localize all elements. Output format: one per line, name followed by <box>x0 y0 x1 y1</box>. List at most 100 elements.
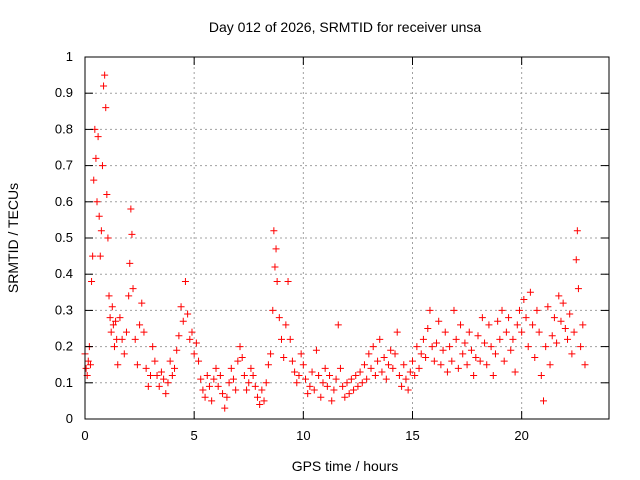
data-point <box>120 350 128 358</box>
data-point <box>323 382 331 390</box>
data-point <box>526 288 534 296</box>
x-tick-labels: 0 5 10 15 20 <box>81 428 529 443</box>
data-point <box>166 357 174 365</box>
data-point <box>461 339 469 347</box>
data-point <box>299 361 307 369</box>
data-point <box>437 361 445 369</box>
data-point <box>160 375 168 383</box>
data-point <box>507 346 515 354</box>
data-point <box>428 343 436 351</box>
data-point <box>347 375 355 383</box>
data-point <box>118 335 126 343</box>
data-point <box>515 306 523 314</box>
data-point <box>186 335 194 343</box>
data-point <box>214 382 222 390</box>
data-point <box>317 393 325 401</box>
data-point <box>293 379 301 387</box>
data-point <box>164 379 172 387</box>
data-point <box>280 353 288 361</box>
data-point <box>179 317 187 325</box>
data-point <box>90 176 98 184</box>
data-point <box>352 372 360 380</box>
data-point <box>540 397 547 405</box>
data-point <box>448 357 456 365</box>
data-point <box>417 350 425 358</box>
data-point <box>358 379 366 387</box>
data-point <box>555 292 563 300</box>
data-point <box>457 321 465 329</box>
data-point <box>546 361 554 369</box>
data-point <box>454 364 462 372</box>
data-point <box>288 357 296 365</box>
data-point <box>572 256 580 264</box>
data-point <box>278 335 285 343</box>
data-point <box>223 393 231 401</box>
data-point <box>256 401 264 409</box>
data-point <box>450 306 458 314</box>
data-point <box>319 379 327 387</box>
data-point <box>96 252 104 260</box>
data-point <box>270 227 278 235</box>
data-point <box>422 353 430 361</box>
data-point <box>321 364 329 372</box>
data-point <box>138 299 146 307</box>
data-point <box>500 357 508 365</box>
data-point <box>509 335 517 343</box>
data-point <box>127 205 135 213</box>
data-point <box>574 285 582 293</box>
data-point <box>177 303 185 311</box>
data-point <box>171 364 179 372</box>
data-point <box>341 393 349 401</box>
data-point <box>360 361 368 369</box>
data-point <box>128 230 136 238</box>
data-point <box>561 325 569 332</box>
data-point <box>97 227 105 235</box>
data-point <box>221 404 229 412</box>
data-point <box>550 314 558 322</box>
data-point <box>494 317 502 325</box>
data-point <box>173 346 181 354</box>
data-point <box>441 328 449 336</box>
data-point <box>389 364 397 372</box>
y-tick-label: 0.4 <box>55 266 73 281</box>
y-tick-label: 0.6 <box>55 194 73 209</box>
data-point <box>112 317 120 325</box>
data-point <box>487 343 495 351</box>
data-point <box>334 321 342 329</box>
data-point <box>203 372 211 380</box>
data-point <box>271 263 279 271</box>
data-point <box>404 386 412 394</box>
data-point <box>181 277 189 285</box>
data-point <box>326 372 334 380</box>
data-point <box>269 306 277 314</box>
data-point <box>531 353 539 361</box>
x-tick-label: 5 <box>191 428 198 443</box>
data-point <box>330 386 338 394</box>
data-point <box>433 339 441 347</box>
data-point <box>140 328 148 336</box>
data-point <box>188 328 196 336</box>
data-point <box>413 343 421 351</box>
data-point <box>369 343 377 351</box>
chart-title: Day 012 of 2026, SRMTID for receiver uns… <box>209 19 482 35</box>
data-point <box>142 364 150 372</box>
data-point <box>498 306 506 314</box>
data-point <box>581 361 589 369</box>
data-point <box>411 372 419 380</box>
data-point <box>297 350 305 358</box>
data-point <box>147 372 154 380</box>
x-axis-label: GPS time / hours <box>292 458 399 474</box>
data-point <box>315 372 323 380</box>
data-point <box>216 372 224 380</box>
data-point <box>100 82 108 90</box>
data-point <box>439 346 447 354</box>
data-point <box>212 364 220 372</box>
data-point <box>481 339 489 347</box>
data-point <box>566 310 574 318</box>
data-point <box>144 382 152 390</box>
data-point <box>452 335 460 343</box>
data-point <box>253 393 261 401</box>
data-point <box>513 321 521 329</box>
data-point <box>275 314 283 322</box>
data-point <box>107 328 115 336</box>
